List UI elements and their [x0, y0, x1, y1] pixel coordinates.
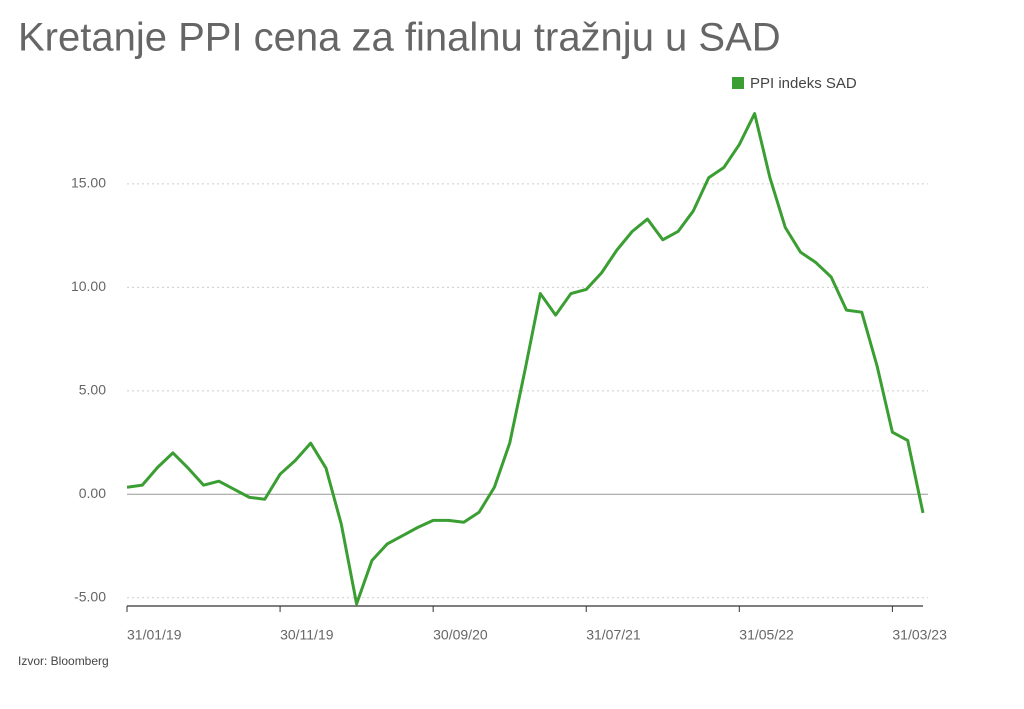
y-tick-label: 15.00: [71, 175, 106, 191]
x-tick-label: 30/11/19: [280, 627, 334, 643]
line: [126, 112, 925, 606]
x-tick-label: 31/03/23: [892, 627, 947, 643]
legend-label: PPI indeks SAD: [750, 75, 857, 92]
x-tick-label: 31/07/21: [586, 627, 641, 643]
x-tick-label: 30/09/20: [433, 627, 488, 643]
y-tick-label: -5.00: [74, 588, 106, 604]
x-tick-label: 31/05/22: [739, 627, 794, 643]
y-tick-label: 0.00: [79, 485, 106, 501]
x-tick-label: 31/01/19: [127, 627, 182, 643]
legend-swatch: [732, 77, 744, 89]
source: Izvor: Bloomberg: [18, 654, 109, 668]
y-tick-label: 5.00: [79, 382, 106, 398]
chart-title: Kretanje PPI cena za finalnu tražnju u S…: [18, 16, 781, 60]
y-tick-label: 10.00: [71, 278, 106, 294]
